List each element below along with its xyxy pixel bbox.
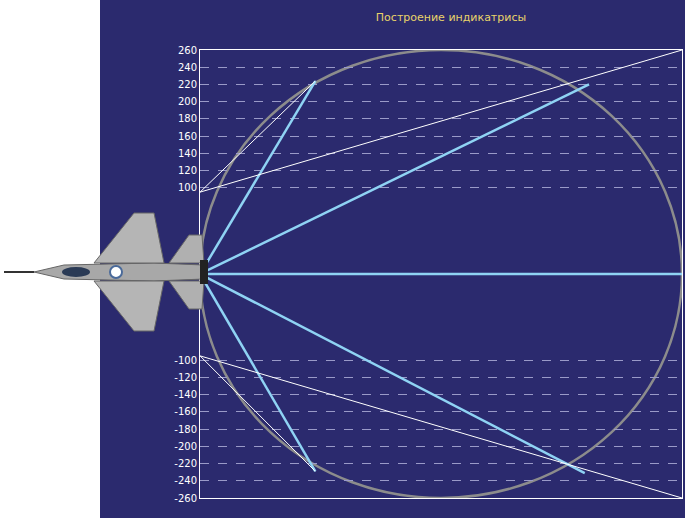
svg-text:-240: -240 (174, 475, 197, 486)
svg-text:140: 140 (178, 148, 197, 159)
svg-text:-220: -220 (174, 458, 197, 469)
svg-text:-100: -100 (174, 355, 197, 366)
svg-text:220: 220 (178, 79, 197, 90)
svg-text:Построение индикатрисы: Построение индикатрисы (376, 11, 526, 24)
svg-text:120: 120 (178, 165, 197, 176)
svg-text:-260: -260 (174, 493, 197, 504)
svg-text:180: 180 (178, 113, 197, 124)
svg-text:200: 200 (178, 96, 197, 107)
svg-text:100: 100 (178, 182, 197, 193)
svg-text:-200: -200 (174, 441, 197, 452)
svg-text:-160: -160 (174, 406, 197, 417)
svg-text:-180: -180 (174, 424, 197, 435)
svg-text:260: 260 (178, 45, 197, 56)
svg-text:-140: -140 (174, 389, 197, 400)
svg-text:160: 160 (178, 131, 197, 142)
svg-text:240: 240 (178, 62, 197, 73)
svg-text:-120: -120 (174, 372, 197, 383)
